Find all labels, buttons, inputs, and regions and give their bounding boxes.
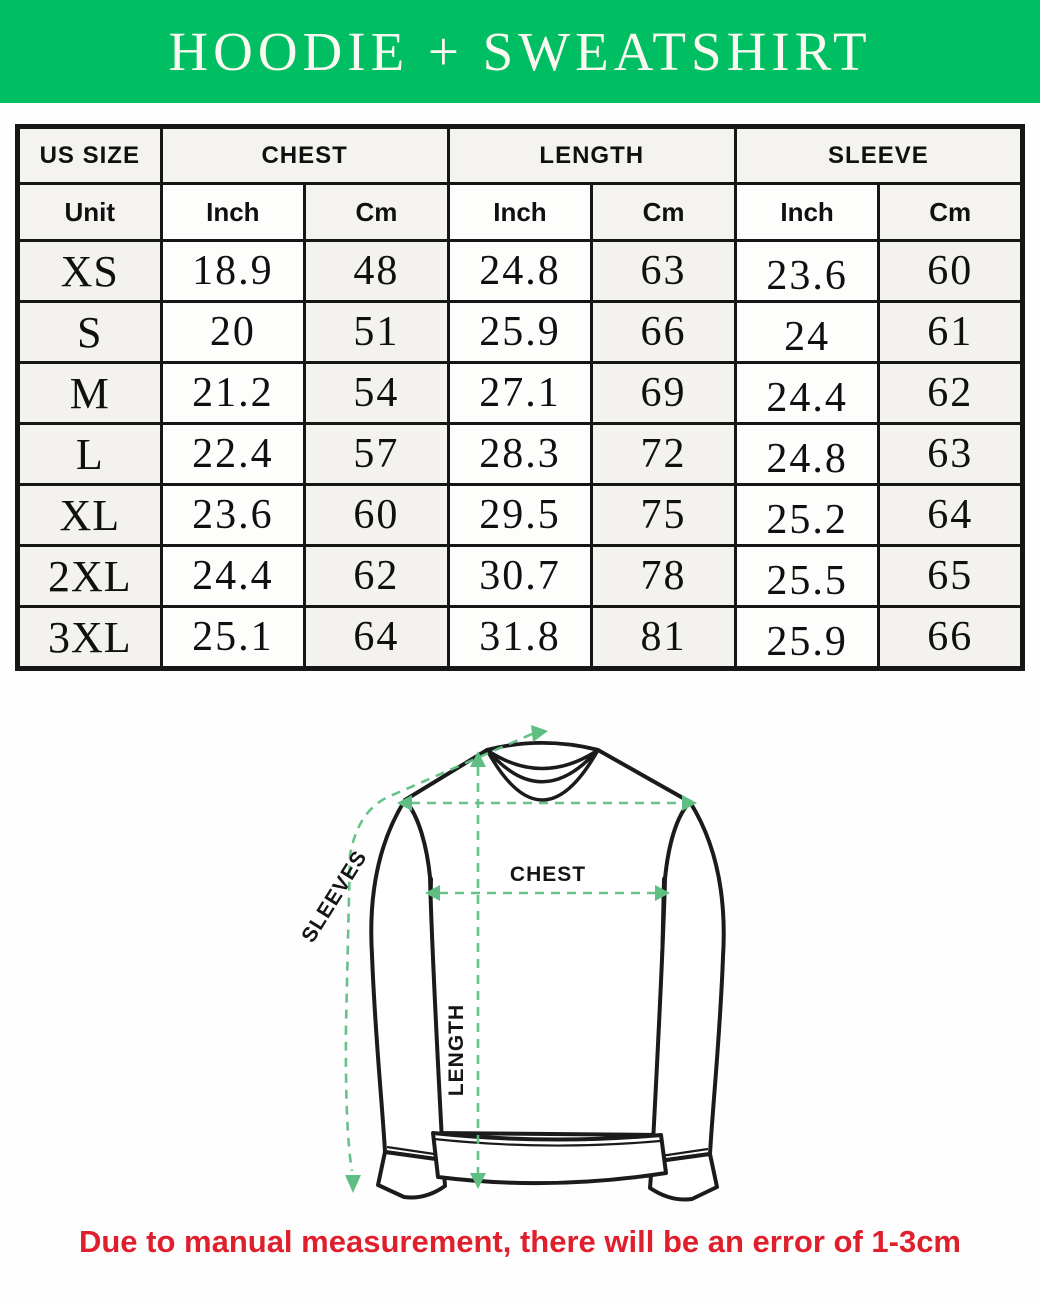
- value-cell: 62: [303, 544, 450, 608]
- value-cell: 66: [877, 605, 1024, 670]
- unit-label: Unit: [16, 182, 163, 242]
- page-title: HOODIE + SWEATSHIRT: [168, 21, 872, 82]
- value-cell: 62: [877, 361, 1024, 425]
- collar-rib-line: [490, 752, 596, 784]
- arrow-down-icon: [470, 1173, 486, 1189]
- size-cell: L: [16, 422, 163, 486]
- value-cell: 23.6: [159, 483, 307, 547]
- value-cell: 24: [733, 300, 881, 364]
- value-cell: 25.2: [733, 483, 881, 547]
- arrow-right-icon: [682, 795, 697, 811]
- measurement-diagram: CHEST LENGTH SLEEVES: [280, 705, 780, 1210]
- value-cell: 27.1: [446, 361, 594, 425]
- value-cell: 60: [877, 239, 1024, 303]
- value-cell: 63: [590, 239, 737, 303]
- table-header-row: US SIZE CHEST LENGTH SLEEVE: [16, 125, 1025, 185]
- value-cell: 24.4: [159, 544, 307, 608]
- table-unit-row: Unit Inch Cm Inch Cm Inch Cm: [16, 182, 1024, 242]
- value-cell: 51: [303, 300, 450, 364]
- size-cell: XL: [16, 483, 163, 547]
- value-cell: 75: [590, 483, 737, 547]
- value-cell: 66: [590, 300, 737, 364]
- table-row: XS 18.9 48 24.8 63 23.6 60: [16, 239, 1024, 303]
- value-cell: 61: [877, 300, 1024, 364]
- table-row: 3XL 25.1 64 31.8 81 25.9 66: [16, 605, 1024, 670]
- table-row: L 22.4 57 28.3 72 24.8 63: [16, 422, 1024, 486]
- length-label: LENGTH: [445, 1004, 468, 1096]
- value-cell: 24.8: [446, 239, 594, 303]
- value-cell: 29.5: [446, 483, 594, 547]
- unit-sleeve-cm: Cm: [877, 182, 1024, 242]
- title-banner: HOODIE + SWEATSHIRT: [0, 0, 1040, 103]
- sleeves-label: SLEEVES: [297, 846, 372, 946]
- left-cuff-seam: [386, 1145, 442, 1157]
- value-cell: 54: [303, 361, 450, 425]
- size-cell: 2XL: [16, 544, 163, 608]
- size-cell: XS: [16, 239, 163, 303]
- value-cell: 65: [877, 544, 1024, 608]
- value-cell: 72: [590, 422, 737, 486]
- size-cell: S: [16, 300, 163, 364]
- unit-chest-cm: Cm: [303, 182, 450, 242]
- value-cell: 30.7: [446, 544, 594, 608]
- arrow-right-icon: [655, 885, 670, 901]
- header-us-size: US SIZE: [16, 125, 163, 185]
- value-cell: 57: [303, 422, 450, 486]
- table-row: XL 23.6 60 29.5 75 25.2 64: [16, 483, 1024, 547]
- waistband: [431, 1131, 668, 1186]
- unit-sleeve-inch: Inch: [733, 182, 881, 242]
- collar-rib-line: [488, 750, 597, 771]
- waistband-seam: [433, 1137, 661, 1147]
- sleeves-measure-line: [344, 732, 533, 1172]
- value-cell: 25.5: [733, 544, 881, 608]
- value-cell: 24.4: [733, 361, 881, 425]
- unit-length-cm: Cm: [590, 182, 737, 242]
- value-cell: 64: [877, 483, 1024, 547]
- value-cell: 21.2: [159, 361, 307, 425]
- collar: [485, 741, 600, 802]
- value-cell: 81: [590, 605, 737, 670]
- value-cell: 48: [303, 239, 450, 303]
- arrow-up-icon: [470, 751, 486, 767]
- table-row: M 21.2 54 27.1 69 24.4 62: [16, 361, 1024, 425]
- size-cell: M: [16, 361, 163, 425]
- sweatshirt-drawing: CHEST LENGTH SLEEVES: [297, 725, 726, 1202]
- value-cell: 22.4: [159, 422, 307, 486]
- unit-chest-inch: Inch: [159, 182, 307, 242]
- header-sleeve: SLEEVE: [733, 125, 1025, 185]
- table-row: 2XL 24.4 62 30.7 78 25.5 65: [16, 544, 1024, 608]
- value-cell: 24.8: [733, 422, 881, 486]
- value-cell: 60: [303, 483, 450, 547]
- arrow-left-icon: [397, 795, 412, 811]
- value-cell: 69: [590, 361, 737, 425]
- value-cell: 31.8: [446, 605, 594, 670]
- value-cell: 20: [159, 300, 307, 364]
- header-length: LENGTH: [446, 125, 737, 185]
- value-cell: 63: [877, 422, 1024, 486]
- header-chest: CHEST: [159, 125, 450, 185]
- value-cell: 25.9: [446, 300, 594, 364]
- value-cell: 25.9: [733, 605, 881, 670]
- arrow-right-icon: [531, 725, 548, 742]
- arrow-left-icon: [425, 885, 440, 901]
- table-row: S 20 51 25.9 66 24 61: [16, 300, 1024, 364]
- value-cell: 25.1: [159, 605, 307, 670]
- chest-label: CHEST: [510, 863, 586, 886]
- value-cell: 23.6: [733, 239, 881, 303]
- unit-length-inch: Inch: [446, 182, 594, 242]
- value-cell: 18.9: [159, 239, 307, 303]
- size-table: US SIZE CHEST LENGTH SLEEVE Unit Inch Cm…: [15, 124, 1025, 671]
- left-cuff: [376, 1150, 447, 1200]
- arrow-down-icon: [345, 1175, 361, 1193]
- value-cell: 64: [303, 605, 450, 670]
- size-cell: 3XL: [16, 605, 163, 670]
- measurement-disclaimer: Due to manual measurement, there will be…: [78, 1224, 962, 1259]
- value-cell: 78: [590, 544, 737, 608]
- value-cell: 28.3: [446, 422, 594, 486]
